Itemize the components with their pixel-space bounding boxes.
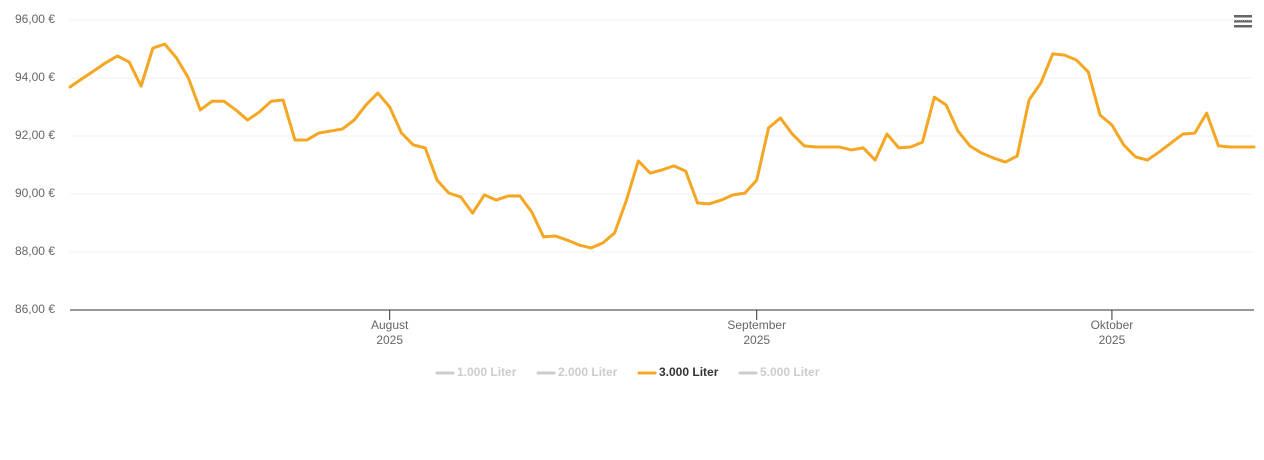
menu-bar xyxy=(1234,15,1252,18)
legend-label: 5.000 Liter xyxy=(760,365,820,379)
menu-bar xyxy=(1234,20,1252,23)
x-tick-label: Oktober xyxy=(1091,318,1134,332)
x-tick-label: 2025 xyxy=(376,333,403,347)
menu-icon[interactable] xyxy=(1234,15,1252,28)
legend-item[interactable]: 2.000 Liter xyxy=(536,365,618,379)
x-tick-label: 2025 xyxy=(1099,333,1126,347)
y-tick-label: 96,00 € xyxy=(15,12,55,26)
menu-bar xyxy=(1234,25,1252,28)
legend-item[interactable]: 3.000 Liter xyxy=(637,365,719,379)
y-tick-label: 88,00 € xyxy=(15,244,55,258)
y-tick-label: 92,00 € xyxy=(15,128,55,142)
x-tick-label: August xyxy=(371,318,409,332)
legend-label: 1.000 Liter xyxy=(457,365,517,379)
y-tick-label: 86,00 € xyxy=(15,302,55,316)
legend-item[interactable]: 5.000 Liter xyxy=(738,365,820,379)
legend-item[interactable]: 1.000 Liter xyxy=(435,365,517,379)
x-tick-label: September xyxy=(727,318,786,332)
legend-label: 2.000 Liter xyxy=(558,365,618,379)
y-tick-label: 94,00 € xyxy=(15,70,55,84)
legend-label: 3.000 Liter xyxy=(659,365,719,379)
x-tick-label: 2025 xyxy=(743,333,770,347)
y-tick-label: 90,00 € xyxy=(15,186,55,200)
data-line xyxy=(68,42,1256,250)
